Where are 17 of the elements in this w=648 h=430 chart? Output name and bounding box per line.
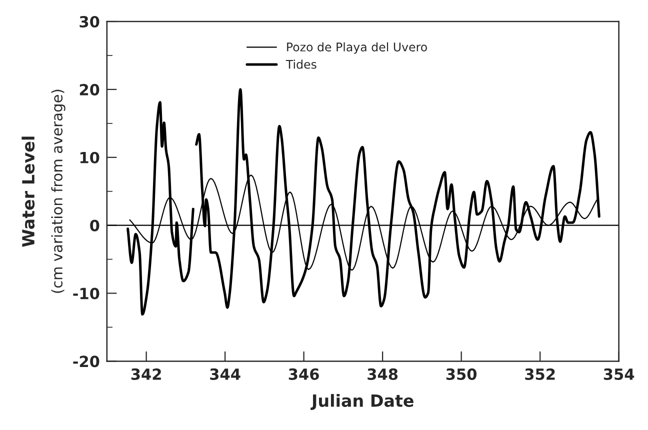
y-tick-label: -10: [73, 288, 100, 300]
x-tick-label: 352: [525, 368, 555, 380]
y-tick-label: 10: [80, 152, 100, 164]
legend-label: Tides: [286, 60, 316, 69]
x-tick-label: 348: [368, 368, 398, 380]
x-tick-label: 342: [131, 368, 161, 380]
x-tick-label: 344: [210, 368, 240, 380]
y-tick-label: 0: [90, 220, 100, 232]
x-tick-label: 346: [288, 368, 319, 380]
y-axis-title: Water Level (cm variation from average): [22, 90, 66, 293]
x-tick-label: 350: [446, 368, 477, 380]
y-tick-label: -20: [73, 356, 100, 368]
x-tick-label: 354: [604, 368, 634, 380]
y-tick-label: 30: [80, 16, 100, 28]
legend-label: Pozo de Playa del Uvero: [287, 42, 427, 54]
x-axis-title: Julian Date: [310, 394, 414, 410]
y-tick-label: 20: [80, 84, 100, 96]
